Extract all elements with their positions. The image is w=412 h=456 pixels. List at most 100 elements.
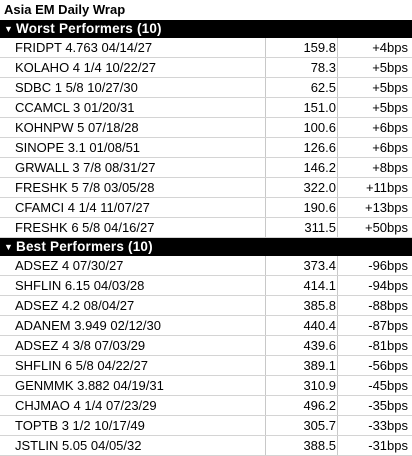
bond-name: FRESHK 6 5/8 04/16/27 <box>15 220 155 235</box>
column-divider <box>265 58 266 77</box>
column-divider <box>265 138 266 157</box>
column-divider <box>265 198 266 217</box>
table-row[interactable]: JSTLIN 5.05 04/05/32 388.5 -31bps <box>0 436 412 456</box>
bond-name: FRIDPT 4.763 04/14/27 <box>15 40 153 55</box>
price-value: 440.4 <box>303 318 336 333</box>
panel-title: Asia EM Daily Wrap <box>0 0 412 20</box>
table-row[interactable]: GENMMK 3.882 04/19/31 310.9 -45bps <box>0 376 412 396</box>
bond-name: CCAMCL 3 01/20/31 <box>15 100 135 115</box>
collapse-arrow-icon[interactable]: ▼ <box>4 242 14 252</box>
column-divider <box>265 316 266 335</box>
best-performers-header[interactable]: ▼ Best Performers (10) <box>0 238 412 256</box>
column-divider <box>265 118 266 137</box>
bond-name: ADANEM 3.949 02/12/30 <box>15 318 161 333</box>
bond-name: GRWALL 3 7/8 08/31/27 <box>15 160 156 175</box>
price-value: 146.2 <box>303 160 336 175</box>
column-divider <box>337 98 338 117</box>
spread-change: -31bps <box>368 438 408 453</box>
column-divider <box>265 416 266 435</box>
spread-change: +6bps <box>372 120 408 135</box>
bond-name: ADSEZ 4 07/30/27 <box>15 258 124 273</box>
price-value: 389.1 <box>303 358 336 373</box>
spread-change: +11bps <box>365 180 408 195</box>
price-value: 305.7 <box>303 418 336 433</box>
spread-change: +13bps <box>364 200 408 215</box>
price-value: 322.0 <box>303 180 336 195</box>
table-row[interactable]: SDBC 1 5/8 10/27/30 62.5 +5bps <box>0 78 412 98</box>
collapse-arrow-icon[interactable]: ▼ <box>4 24 14 34</box>
spread-change: -96bps <box>368 258 408 273</box>
bond-name: JSTLIN 5.05 04/05/32 <box>15 438 142 453</box>
bond-name: ADSEZ 4 3/8 07/03/29 <box>15 338 146 353</box>
price-value: 388.5 <box>303 438 336 453</box>
spread-change: -87bps <box>368 318 408 333</box>
table-row[interactable]: SHFLIN 6 5/8 04/22/27 389.1 -56bps <box>0 356 412 376</box>
column-divider <box>337 396 338 415</box>
worst-performers-header[interactable]: ▼ Worst Performers (10) <box>0 20 412 38</box>
bond-name: KOHNPW 5 07/18/28 <box>15 120 139 135</box>
column-divider <box>337 38 338 57</box>
spread-change: -88bps <box>368 298 408 313</box>
table-row[interactable]: FRESHK 5 7/8 03/05/28 322.0 +11bps <box>0 178 412 198</box>
table-row[interactable]: FRIDPT 4.763 04/14/27 159.8 +4bps <box>0 38 412 58</box>
column-divider <box>265 178 266 197</box>
table-row[interactable]: TOPTB 3 1/2 10/17/49 305.7 -33bps <box>0 416 412 436</box>
bond-name: SHFLIN 6.15 04/03/28 <box>15 278 145 293</box>
price-value: 78.3 <box>310 60 336 75</box>
column-divider <box>337 138 338 157</box>
column-divider <box>337 198 338 217</box>
table-row[interactable]: GRWALL 3 7/8 08/31/27 146.2 +8bps <box>0 158 412 178</box>
bond-name: FRESHK 5 7/8 03/05/28 <box>15 180 155 195</box>
column-divider <box>265 218 266 237</box>
spread-change: +50bps <box>364 220 408 235</box>
column-divider <box>337 118 338 137</box>
best-performers-label: Best Performers (10) <box>16 239 153 254</box>
column-divider <box>265 356 266 375</box>
spread-change: -45bps <box>368 378 408 393</box>
table-row[interactable]: CCAMCL 3 01/20/31 151.0 +5bps <box>0 98 412 118</box>
worst-performers-list: FRIDPT 4.763 04/14/27 159.8 +4bps KOLAHO 4 … <box>0 38 412 238</box>
table-row[interactable]: ADSEZ 4 07/30/27 373.4 -96bps <box>0 256 412 276</box>
column-divider <box>265 396 266 415</box>
price-value: 311.5 <box>304 220 336 235</box>
bond-name: SINOPE 3.1 01/08/51 <box>15 140 141 155</box>
column-divider <box>337 376 338 395</box>
price-value: 385.8 <box>303 298 336 313</box>
column-divider <box>265 98 266 117</box>
price-value: 439.6 <box>303 338 336 353</box>
spread-change: -33bps <box>368 418 408 433</box>
column-divider <box>337 416 338 435</box>
best-performers-list: ADSEZ 4 07/30/27 373.4 -96bps SHFLIN 6.15 0… <box>0 256 412 456</box>
price-value: 100.6 <box>303 120 336 135</box>
spread-change: +5bps <box>372 100 408 115</box>
spread-change: +8bps <box>372 160 408 175</box>
table-row[interactable]: ADANEM 3.949 02/12/30 440.4 -87bps <box>0 316 412 336</box>
column-divider <box>265 296 266 315</box>
table-row[interactable]: ADSEZ 4.2 08/04/27 385.8 -88bps <box>0 296 412 316</box>
spread-change: -81bps <box>368 338 408 353</box>
column-divider <box>337 336 338 355</box>
price-value: 373.4 <box>303 258 336 273</box>
column-divider <box>265 158 266 177</box>
column-divider <box>337 256 338 275</box>
column-divider <box>337 218 338 237</box>
column-divider <box>265 336 266 355</box>
table-row[interactable]: SINOPE 3.1 01/08/51 126.6 +6bps <box>0 138 412 158</box>
bond-name: KOLAHO 4 1/4 10/22/27 <box>15 60 156 75</box>
table-row[interactable]: FRESHK 6 5/8 04/16/27 311.5 +50bps <box>0 218 412 238</box>
table-row[interactable]: CFAMCI 4 1/4 11/07/27 190.6 +13bps <box>0 198 412 218</box>
column-divider <box>265 256 266 275</box>
table-row[interactable]: SHFLIN 6.15 04/03/28 414.1 -94bps <box>0 276 412 296</box>
spread-change: -56bps <box>368 358 408 373</box>
price-value: 151.0 <box>303 100 336 115</box>
table-row[interactable]: ADSEZ 4 3/8 07/03/29 439.6 -81bps <box>0 336 412 356</box>
column-divider <box>265 276 266 295</box>
table-row[interactable]: KOHNPW 5 07/18/28 100.6 +6bps <box>0 118 412 138</box>
table-row[interactable]: KOLAHO 4 1/4 10/22/27 78.3 +5bps <box>0 58 412 78</box>
column-divider <box>337 78 338 97</box>
column-divider <box>265 78 266 97</box>
table-row[interactable]: CHJMAO 4 1/4 07/23/29 496.2 -35bps <box>0 396 412 416</box>
column-divider <box>337 158 338 177</box>
column-divider <box>265 376 266 395</box>
